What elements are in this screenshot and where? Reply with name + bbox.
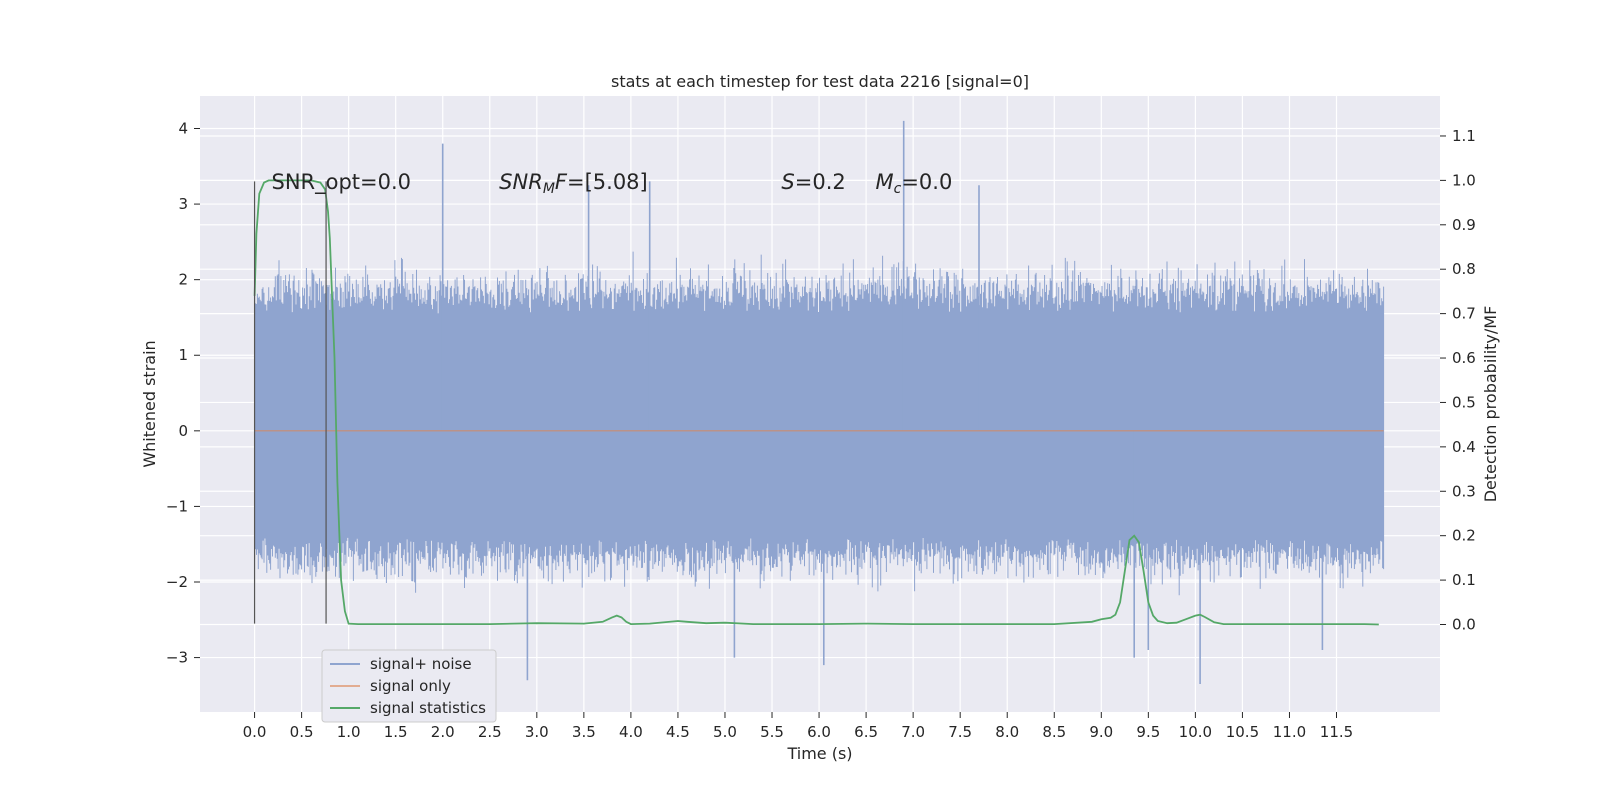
x-tick-label-22: 11.0: [1273, 723, 1306, 741]
x-tick-label-14: 7.0: [901, 723, 925, 741]
y-axis-right-ticks: 0.0 0.1 0.2 0.3 0.4 0.5 0.6 0.7 0.8 0.9 1.0 1.1: [1440, 127, 1476, 634]
x-tick-label-6: 3.0: [525, 723, 549, 741]
x-tick-label-5: 2.5: [478, 723, 502, 741]
y-left-tick-label-0: −3: [166, 649, 188, 667]
x-tick-label-10: 5.0: [713, 723, 737, 741]
noise-peaks: [441, 120, 1324, 684]
x-tick-label-2: 1.0: [337, 723, 361, 741]
y-left-tick-label-6: 3: [178, 195, 188, 213]
y-right-tick-label-8: 0.8: [1452, 260, 1476, 278]
x-tick-label-15: 7.5: [948, 723, 972, 741]
x-tick-label-13: 6.5: [854, 723, 878, 741]
series-signal-noise: [254, 120, 1385, 684]
x-tick-label-12: 6.0: [807, 723, 831, 741]
annotations: SNR_opt=0.0 SNRMF=[5.08] S=0.2 Mc=0.0: [272, 170, 953, 197]
y-right-tick-label-3: 0.3: [1452, 482, 1476, 500]
x-tick-label-7: 3.5: [572, 723, 596, 741]
x-tick-label-9: 4.5: [666, 723, 690, 741]
y-axis-left-title: Whitened strain: [140, 340, 159, 467]
legend-label-signal-noise: signal+ noise: [370, 655, 472, 673]
y-right-tick-label-1: 0.1: [1452, 571, 1476, 589]
x-tick-label-4: 2.0: [431, 723, 455, 741]
x-tick-label-23: 11.5: [1320, 723, 1353, 741]
legend-label-signal-statistics: signal statistics: [370, 699, 486, 717]
x-tick-label-19: 9.5: [1136, 723, 1160, 741]
x-tick-label-18: 9.0: [1089, 723, 1113, 741]
x-tick-label-16: 8.0: [995, 723, 1019, 741]
annotation-snr-mf: SNRMF=[5.08]: [499, 170, 648, 197]
y-left-tick-label-2: −1: [166, 497, 188, 515]
legend-label-signal-only: signal only: [370, 677, 451, 695]
y-right-tick-label-0: 0.0: [1452, 616, 1476, 634]
x-axis-title: Time (s): [786, 744, 852, 763]
annotation-s-value: S=0.2: [781, 170, 845, 194]
y-left-tick-label-1: −2: [166, 573, 188, 591]
x-tick-label-17: 8.5: [1042, 723, 1066, 741]
legend-box: [321, 649, 497, 723]
y-right-tick-label-11: 1.1: [1452, 127, 1476, 145]
y-left-tick-label-7: 4: [178, 120, 188, 138]
y-right-tick-label-4: 0.4: [1452, 438, 1476, 456]
x-tick-label-0: 0.0: [243, 723, 267, 741]
y-left-tick-label-3: 0: [178, 422, 188, 440]
vertical-markers: [253, 181, 327, 624]
y-right-tick-label-5: 0.5: [1452, 393, 1476, 411]
x-tick-label-11: 5.5: [760, 723, 784, 741]
x-tick-label-21: 10.5: [1226, 723, 1259, 741]
y-right-tick-label-10: 1.0: [1452, 171, 1476, 189]
x-axis-ticks: 0.0 0.5 1.0 1.5 2.0 2.5 3.0 3.5 4.0 4.5 5.0 5.5 6.0 6…: [243, 712, 1353, 741]
annotation-snr-opt: SNR_opt=0.0: [272, 170, 412, 195]
y-right-tick-label-6: 0.6: [1452, 349, 1476, 367]
x-tick-label-1: 0.5: [290, 723, 314, 741]
annotation-mc-value: Mc=0.0: [876, 170, 953, 197]
y-axis-right-title: Detection probability/MF: [1481, 306, 1500, 503]
y-left-tick-label-5: 2: [178, 271, 188, 289]
noise-spikes: [254, 251, 1385, 596]
y-right-tick-label-2: 0.2: [1452, 527, 1476, 545]
x-tick-label-8: 4.0: [619, 723, 643, 741]
y-axis-left-ticks: −3 −2 −1 0 1 2 3 4: [166, 120, 200, 667]
legend: signal+ noise signal only signal statist…: [321, 649, 497, 723]
x-tick-label-3: 1.5: [384, 723, 408, 741]
x-tick-label-20: 10.0: [1179, 723, 1212, 741]
y-right-tick-label-7: 0.7: [1452, 305, 1476, 323]
y-left-tick-label-4: 1: [178, 346, 188, 364]
chart-title: stats at each timestep for test data 221…: [611, 72, 1029, 91]
y-right-tick-label-9: 0.9: [1452, 216, 1476, 234]
